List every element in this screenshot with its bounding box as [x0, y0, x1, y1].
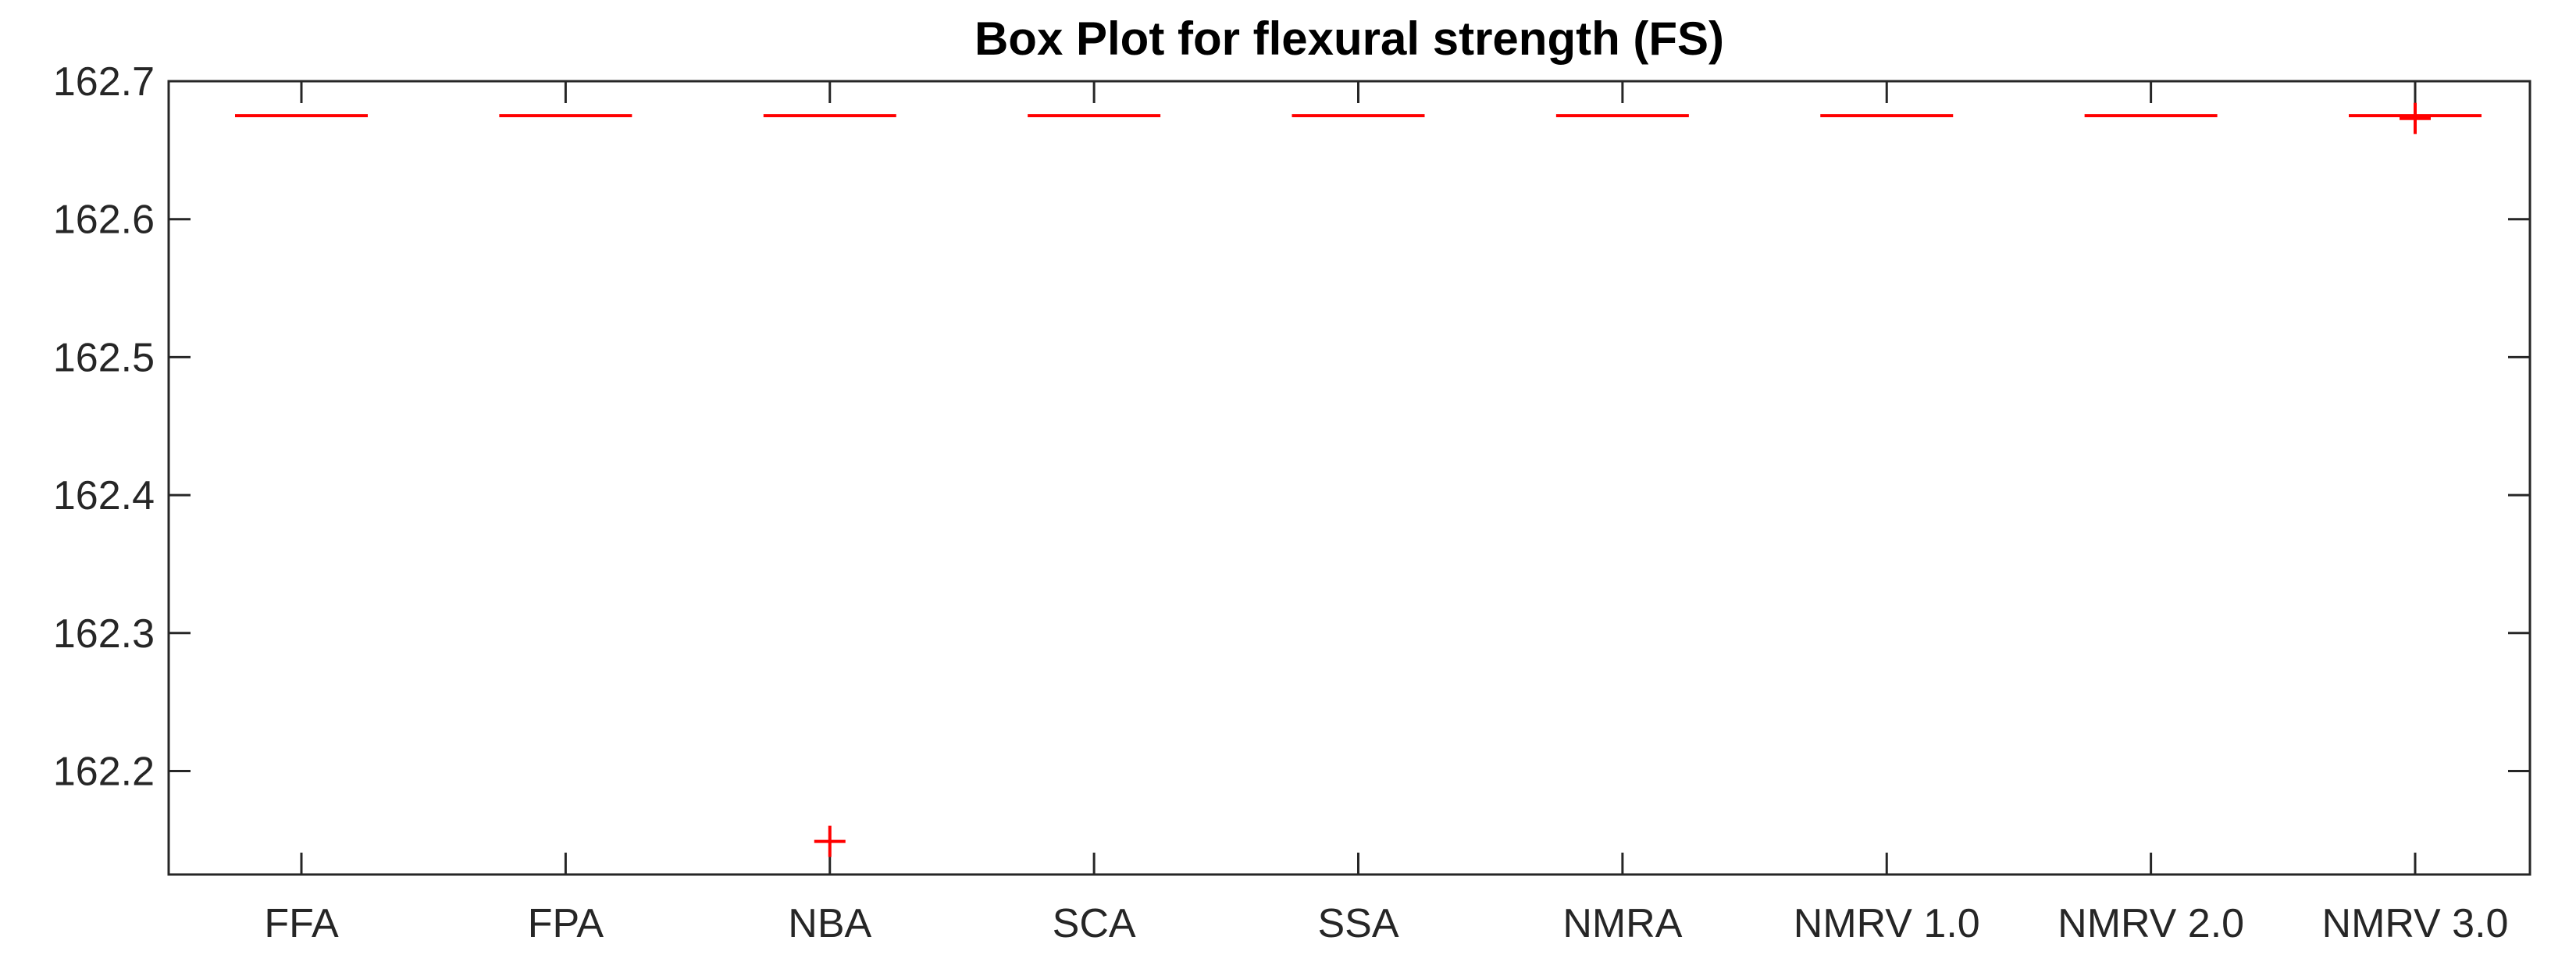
y-tick-label: 162.2 [53, 749, 155, 794]
y-tick-label: 162.3 [53, 611, 155, 657]
axes-box [167, 80, 2531, 876]
x-tick-label: NMRV 2.0 [2058, 901, 2244, 946]
y-tick-label: 162.5 [53, 335, 155, 380]
x-tick-label: FFA [264, 901, 339, 946]
y-tick-label: 162.6 [53, 198, 155, 243]
x-tick-label: SSA [1317, 901, 1398, 946]
axes [167, 80, 2531, 876]
outlier-series [814, 102, 2431, 857]
x-tick-label: NMRV 3.0 [2322, 901, 2509, 946]
outlier-point [814, 825, 846, 857]
y-tick-label: 162.4 [53, 473, 155, 518]
x-tick-label: SCA [1053, 901, 1136, 946]
x-tick-label: NMRV 1.0 [1794, 901, 1980, 946]
y-axis-ticks: 162.2 162.3 162.4 162.5 162.6 162.7 [53, 59, 2530, 794]
y-tick-label: 162.7 [53, 59, 155, 105]
chart-title: Box Plot for flexural strength (FS) [974, 12, 1724, 65]
x-tick-label: FPA [528, 901, 604, 946]
x-axis-ticks: FFA FPA NBA SCA SSA NMRA NMRV 1.0 NMRV 2.0 NMRV … [264, 81, 2508, 946]
outlier-point [2400, 102, 2431, 134]
x-tick-label: NBA [788, 901, 871, 946]
x-tick-label: NMRA [1562, 901, 1682, 946]
